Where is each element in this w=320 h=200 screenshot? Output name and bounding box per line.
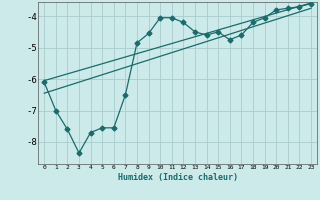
X-axis label: Humidex (Indice chaleur): Humidex (Indice chaleur) <box>118 173 238 182</box>
